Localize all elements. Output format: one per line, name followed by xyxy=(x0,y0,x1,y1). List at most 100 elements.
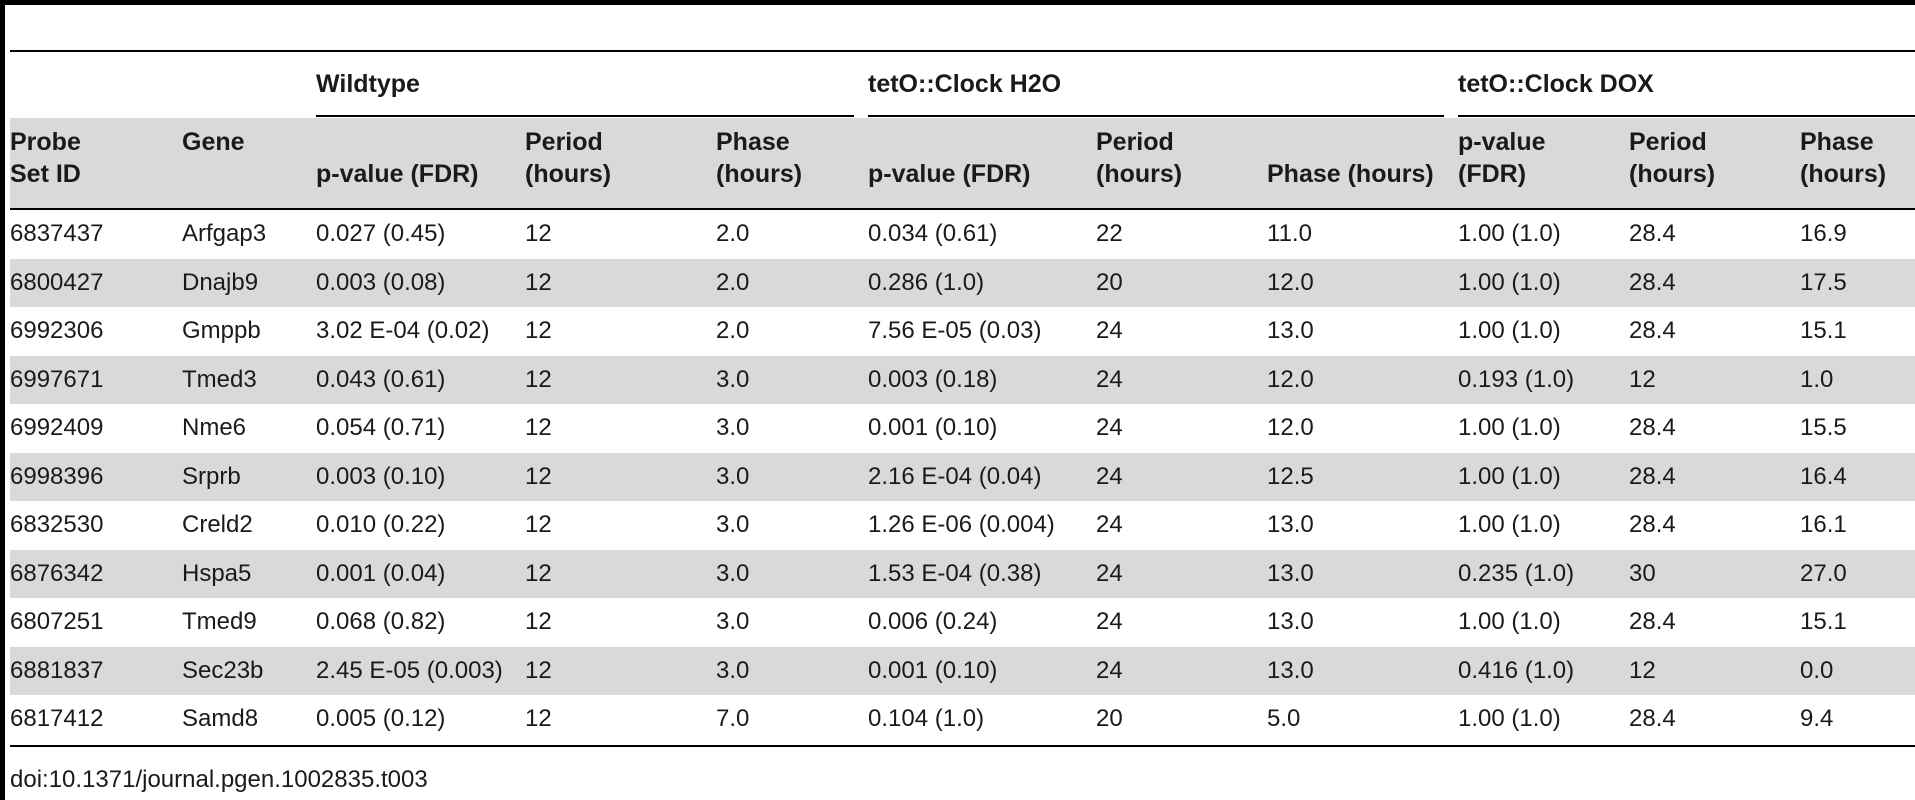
table-cell: Nme6 xyxy=(182,414,247,441)
table-row: 6997671 Tmed3 0.043 (0.61) 12 3.0 0.003 (0.18… xyxy=(10,355,1915,404)
table-cell: 28.4 xyxy=(1629,268,1676,296)
table-row: 6800427 Dnajb9 0.003 (0.08) 12 2.0 0.286 (1.0… xyxy=(10,258,1915,307)
table-cell: 12 xyxy=(525,608,552,635)
table-cell: 0.0 xyxy=(1800,656,1834,684)
table-cell: 2.0 xyxy=(716,268,750,296)
table-cell: Creld2 xyxy=(182,511,253,538)
table-cell: 24 xyxy=(1096,365,1123,393)
table-cell: 3.0 xyxy=(716,608,750,635)
table-cell: 12 xyxy=(525,559,552,587)
table-cell: 15.5 xyxy=(1800,414,1847,441)
column-header: p-value (FDR) xyxy=(1458,128,1546,188)
column-header: Gene xyxy=(182,128,245,156)
column-header-row: Probe Set ID Gene p-value (FDR) Period (… xyxy=(10,118,1915,208)
table-cell: 6876342 xyxy=(10,559,104,587)
table-cell: 22 xyxy=(1096,220,1123,247)
table-cell: 0.001 (0.10) xyxy=(868,414,998,441)
table-cell: 1.00 (1.0) xyxy=(1458,462,1561,490)
table-cell: 2.16 E-04 (0.04) xyxy=(868,462,1042,490)
table-cell: 2.45 E-05 (0.003) xyxy=(316,656,503,684)
table-cell: 6800427 xyxy=(10,268,104,296)
table-cell: Srprb xyxy=(182,462,241,490)
table-cell: 12 xyxy=(525,317,552,344)
table-cell: 17.5 xyxy=(1800,268,1847,296)
table-cell: 28.4 xyxy=(1629,317,1676,344)
table-cell: 0.286 (1.0) xyxy=(868,268,985,296)
table-cell: 3.0 xyxy=(716,511,750,538)
table-cell: 12 xyxy=(1629,365,1656,393)
column-header: Phase (hours) xyxy=(1267,160,1434,188)
table-cell: 1.00 (1.0) xyxy=(1458,705,1561,732)
table-cell: 12.0 xyxy=(1267,365,1314,393)
table-cell: 1.0 xyxy=(1800,365,1834,393)
table-cell: 13.0 xyxy=(1267,559,1314,587)
table-row: 6817412 Samd8 0.005 (0.12) 12 7.0 0.104 (1.0)… xyxy=(10,695,1915,744)
table-row: 6992306 Gmppb 3.02 E-04 (0.02) 12 2.0 7.56 E-… xyxy=(10,307,1915,356)
table-cell: 12.0 xyxy=(1267,414,1314,441)
table-cell: 6881837 xyxy=(10,656,104,684)
table-cell: 28.4 xyxy=(1629,705,1676,732)
table-cell: 12 xyxy=(525,268,552,296)
table-row: 6837437 Arfgap3 0.027 (0.45) 12 2.0 0.034 (0.… xyxy=(10,210,1915,259)
table-cell: 0.005 (0.12) xyxy=(316,705,446,732)
group-label-dox: tetO::Clock DOX xyxy=(1458,70,1654,98)
column-header: Phase (hours) xyxy=(1800,128,1887,188)
table-row: 6807251 Tmed9 0.068 (0.82) 12 3.0 0.006 (0.24… xyxy=(10,598,1915,647)
table-cell: 11.0 xyxy=(1267,220,1312,247)
table-cell: 16.1 xyxy=(1800,511,1847,538)
column-header: p-value (FDR) xyxy=(316,160,479,188)
table-cell: 0.003 (0.10) xyxy=(316,462,446,490)
group-label-h2o: tetO::Clock H2O xyxy=(868,70,1062,98)
table-cell: 1.00 (1.0) xyxy=(1458,268,1561,296)
table-cell: 3.0 xyxy=(716,414,750,441)
table-cell: 24 xyxy=(1096,317,1123,344)
table-cell: 3.0 xyxy=(716,559,750,587)
table-top-rule xyxy=(10,50,1915,52)
table-bottom-rule xyxy=(10,745,1915,747)
table-cell: 12 xyxy=(525,365,552,393)
table-cell: 0.027 (0.45) xyxy=(316,220,446,247)
table-cell: 24 xyxy=(1096,559,1123,587)
group-header-row: Wildtype tetO::Clock H2O tetO::Clock DOX xyxy=(10,50,1915,118)
table-cell: 0.001 (0.04) xyxy=(316,559,446,587)
table-cell: 30 xyxy=(1629,559,1656,587)
table-cell: 0.068 (0.82) xyxy=(316,608,446,635)
table-cell: 3.0 xyxy=(716,365,750,393)
table-cell: 1.00 (1.0) xyxy=(1458,511,1561,538)
header-bottom-rule xyxy=(10,208,1915,210)
table-row: 6992409 Nme6 0.054 (0.71) 12 3.0 0.001 (0.10)… xyxy=(10,404,1915,453)
table-cell: 12 xyxy=(1629,656,1656,684)
table-cell: 6992306 xyxy=(10,317,104,344)
column-header: Probe Set ID xyxy=(10,128,81,188)
table-cell: Sec23b xyxy=(182,656,264,684)
table-cell: 9.4 xyxy=(1800,705,1834,732)
table-row: 6881837 Sec23b 2.45 E-05 (0.003) 12 3.0 0.001… xyxy=(10,646,1915,695)
table-cell: 1.00 (1.0) xyxy=(1458,414,1561,441)
table-cell: 12 xyxy=(525,511,552,538)
table-cell: 6817412 xyxy=(10,705,104,732)
table-cell: 3.02 E-04 (0.02) xyxy=(316,317,490,344)
group-underline-wildtype xyxy=(316,115,854,117)
table-cell: 12 xyxy=(525,705,552,732)
table-cell: 12.0 xyxy=(1267,268,1314,296)
table-cell: 28.4 xyxy=(1629,220,1676,247)
table-cell: 0.043 (0.61) xyxy=(316,365,446,393)
table-cell: 1.00 (1.0) xyxy=(1458,220,1561,247)
table-cell: 6837437 xyxy=(10,220,104,247)
left-border xyxy=(0,0,5,800)
table-cell: 0.054 (0.71) xyxy=(316,414,446,441)
table-cell: 27.0 xyxy=(1800,559,1847,587)
table-cell: 24 xyxy=(1096,511,1123,538)
table-cell: Tmed3 xyxy=(182,365,257,393)
table-cell: 1.53 E-04 (0.38) xyxy=(868,559,1042,587)
column-header: Phase (hours) xyxy=(716,128,803,188)
table-cell: 12 xyxy=(525,656,552,684)
table-cell: 3.0 xyxy=(716,656,750,684)
table-cell: Hspa5 xyxy=(182,559,252,587)
table-cell: 1.00 (1.0) xyxy=(1458,317,1561,344)
table-cell: 0.003 (0.18) xyxy=(868,365,998,393)
table-cell: 20 xyxy=(1096,705,1123,732)
table-cell: Dnajb9 xyxy=(182,268,259,296)
table-cell: 5.0 xyxy=(1267,705,1301,732)
table-cell: Arfgap3 xyxy=(182,220,267,247)
